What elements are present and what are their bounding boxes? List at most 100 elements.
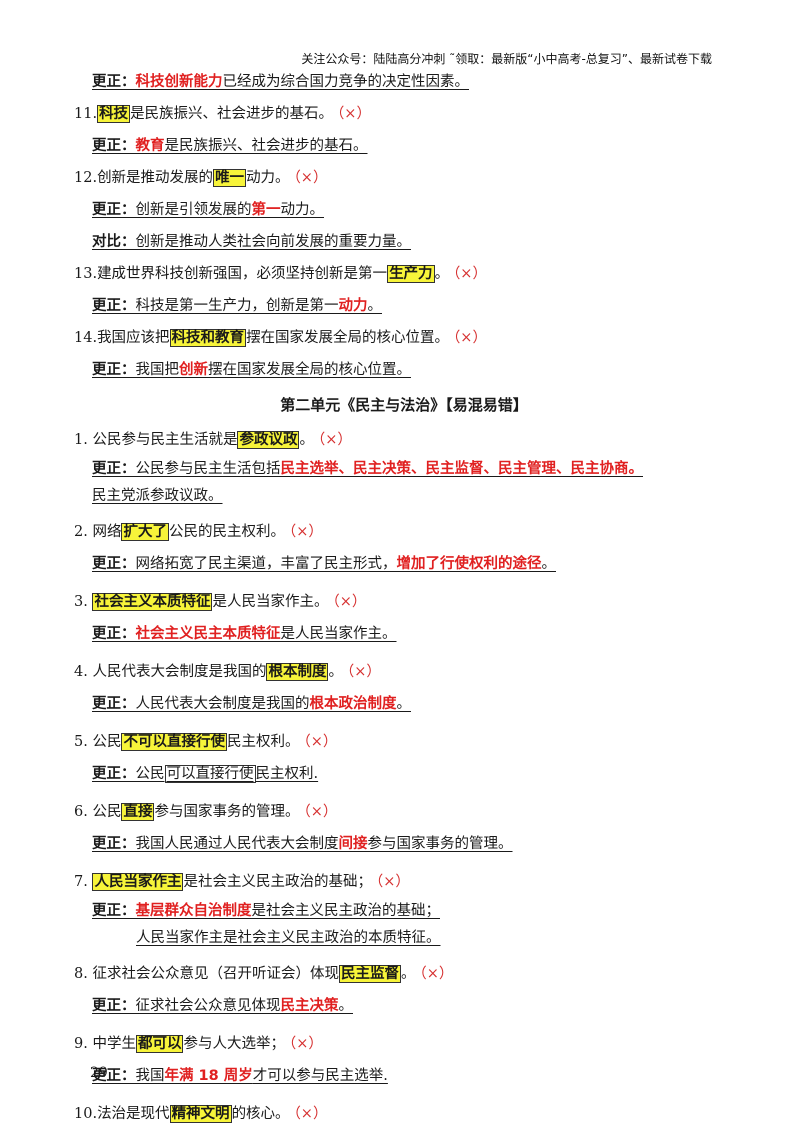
question-text: 参与国家事务的管理。 bbox=[154, 804, 300, 820]
question-text: 是社会主义民主政治的基础； bbox=[183, 874, 372, 890]
correction-text: 已经成为综合国力竞争的决定性因素。 bbox=[222, 74, 470, 90]
wrong-mark: （×） bbox=[332, 594, 367, 610]
correction-text: 才可以参与民主选举. bbox=[252, 1068, 388, 1084]
correction-text: 是人民当家作主。 bbox=[280, 626, 397, 642]
question-13: 13.建成世界科技创新强国，必须坚持创新是第一 生产力。（×） bbox=[74, 258, 734, 290]
wrong-mark: （×） bbox=[293, 170, 328, 186]
correction-text: 我国人民通过人民代表大会制度 bbox=[135, 836, 339, 852]
correction-answer: 创新 bbox=[179, 362, 208, 378]
wrong-mark: （×） bbox=[375, 874, 410, 890]
question-number: 10. bbox=[74, 1106, 98, 1122]
correction-u2-3: 更正：社会主义民主本质特征是人民当家作主。 bbox=[74, 618, 734, 650]
question-text: 民主权利。 bbox=[226, 734, 300, 750]
question-text: 。 bbox=[400, 966, 416, 982]
error-highlight: 人民当家作主 bbox=[92, 873, 184, 891]
correction-text: 人民代表大会制度是我国的 bbox=[135, 696, 310, 712]
question-number: 4. bbox=[74, 664, 88, 680]
question-number: 8. bbox=[74, 966, 88, 982]
correction-text: 民主党派参政议政。 bbox=[92, 488, 223, 504]
question-text: 人民代表大会制度是我国的 bbox=[92, 664, 267, 680]
question-text: 参与人大选举； bbox=[183, 1036, 285, 1052]
correction-text: 我国把 bbox=[135, 362, 180, 378]
page-header: 关注公众号：陆陆高分冲刺 ˜领取：最新版“小中高考-总复习”、最新试卷下载 bbox=[301, 52, 712, 66]
compare-label: 对比： bbox=[92, 234, 136, 250]
correction-label: 更正： bbox=[92, 903, 136, 919]
question-text: 。 bbox=[434, 266, 450, 282]
wrong-mark: （×） bbox=[453, 330, 487, 346]
correction-u2-1-continued: 民主党派参政议政。 bbox=[74, 482, 734, 510]
question-text: 中学生 bbox=[92, 1036, 136, 1052]
question-text: 的核心。 bbox=[231, 1106, 290, 1122]
correction-answer: 可以直接行使 bbox=[164, 765, 256, 783]
question-u2-8: 8. 征求社会公众意见（召开听证会）体现 民主监督。（×） bbox=[74, 958, 734, 990]
correction-label: 更正： bbox=[92, 626, 136, 642]
correction-label: 更正： bbox=[92, 1068, 136, 1084]
question-text: 征求社会公众意见（召开听证会）体现 bbox=[92, 966, 339, 982]
correction-text: 民主权利. bbox=[255, 766, 319, 782]
correction-label: 更正： bbox=[92, 202, 136, 218]
question-number: 12. bbox=[74, 170, 98, 186]
correction-answer: 社会主义民主本质特征 bbox=[135, 626, 281, 642]
correction-text: 摆在国家发展全局的核心位置。 bbox=[208, 362, 411, 378]
correction-answer: 民主选举、民主决策、民主监督、民主管理、民主协商。 bbox=[280, 461, 644, 477]
wrong-mark: （×） bbox=[303, 804, 338, 820]
question-number: 5. bbox=[74, 734, 88, 750]
question-u2-1: 1. 公民参与民主生活就是 参政议政。（×） bbox=[74, 424, 734, 456]
correction-answer: 第一 bbox=[251, 202, 281, 218]
wrong-mark: （×） bbox=[303, 734, 338, 750]
correction-u2-1: 更正：公民参与民主生活包括民主选举、民主决策、民主监督、民主管理、民主协商。 bbox=[74, 456, 734, 482]
correction-u2-9: 更正：我国年满 18 周岁才可以参与民主选举. bbox=[74, 1060, 734, 1092]
question-text: 。 bbox=[299, 432, 314, 448]
wrong-mark: （×） bbox=[453, 266, 487, 282]
correction-answer: 动力 bbox=[338, 298, 368, 314]
error-highlight: 精神文明 bbox=[169, 1105, 232, 1123]
document-body: 更正：科技创新能力已经成为综合国力竞争的决定性因素。 11. 科技 是民族振兴、社会… bbox=[74, 66, 734, 1130]
question-text: 公民 bbox=[92, 734, 122, 750]
correction-14: 更正：我国把创新摆在国家发展全局的核心位置。 bbox=[74, 354, 734, 386]
question-number: 7. bbox=[74, 874, 88, 890]
error-highlight: 根本制度 bbox=[266, 663, 329, 681]
error-highlight: 扩大了 bbox=[121, 523, 169, 541]
question-12: 12.创新是推动发展的 唯一 动力。 （×） bbox=[74, 162, 734, 194]
error-highlight: 生产力 bbox=[387, 265, 435, 283]
wrong-mark: （×） bbox=[419, 966, 454, 982]
correction-label: 更正： bbox=[92, 696, 136, 712]
question-number: 1. bbox=[74, 432, 88, 448]
correction-answer: 基层群众自治制度 bbox=[135, 903, 252, 919]
question-number: 14. bbox=[74, 330, 98, 346]
question-number: 6. bbox=[74, 804, 88, 820]
correction-label: 更正： bbox=[92, 138, 136, 154]
question-14: 14.我国应该把 科技和教育 摆在国家发展全局的核心位置。 （×） bbox=[74, 322, 734, 354]
wrong-mark: （×） bbox=[288, 524, 323, 540]
question-u2-10: 10.法治是现代 精神文明 的核心。 （×） bbox=[74, 1098, 734, 1130]
question-u2-6: 6. 公民 直接 参与国家事务的管理。 （×） bbox=[74, 796, 734, 828]
error-highlight: 社会主义本质特征 bbox=[92, 593, 213, 611]
error-highlight: 直接 bbox=[121, 803, 155, 821]
correction-text: 是社会主义民主政治的基础； bbox=[251, 903, 441, 919]
correction-text: 。 bbox=[367, 298, 383, 314]
error-highlight: 民主监督 bbox=[338, 965, 401, 983]
correction-u2-7: 更正：基层群众自治制度是社会主义民主政治的基础； bbox=[74, 898, 734, 924]
correction-label: 更正： bbox=[92, 74, 136, 90]
question-number: 3. bbox=[74, 594, 88, 610]
question-text: 公民的民主权利。 bbox=[168, 524, 285, 540]
question-text: 我国应该把 bbox=[97, 330, 170, 346]
correction-text: 。 bbox=[338, 998, 354, 1014]
correction-11: 更正：教育是民族振兴、社会进步的基石。 bbox=[74, 130, 734, 162]
correction-label: 更正： bbox=[92, 556, 136, 572]
question-u2-5: 5. 公民 不可以直接行使 民主权利。 （×） bbox=[74, 726, 734, 758]
correction-text: 公民 bbox=[135, 766, 165, 782]
correction-text: 是民族振兴、社会进步的基石。 bbox=[164, 138, 368, 154]
correction-answer: 增加了行使权利的途径 bbox=[396, 556, 542, 572]
correction-label: 更正： bbox=[92, 836, 136, 852]
correction-u2-6: 更正：我国人民通过人民代表大会制度间接参与国家事务的管理。 bbox=[74, 828, 734, 860]
correction-u2-5: 更正：公民 可以直接行使 民主权利. bbox=[74, 758, 734, 790]
correction-text: 征求社会公众意见体现 bbox=[135, 998, 281, 1014]
correction-u2-7-continued: 人民当家作主是社会主义民主政治的本质特征。 bbox=[74, 924, 734, 952]
compare-12: 对比：创新是推动人类社会向前发展的重要力量。 bbox=[74, 226, 734, 258]
error-highlight: 科技和教育 bbox=[169, 329, 247, 347]
wrong-mark: （×） bbox=[337, 106, 371, 122]
question-number: 11. bbox=[74, 106, 98, 122]
question-text: 创新是推动发展的 bbox=[97, 170, 214, 186]
top-correction: 更正：科技创新能力已经成为综合国力竞争的决定性因素。 bbox=[74, 66, 734, 98]
